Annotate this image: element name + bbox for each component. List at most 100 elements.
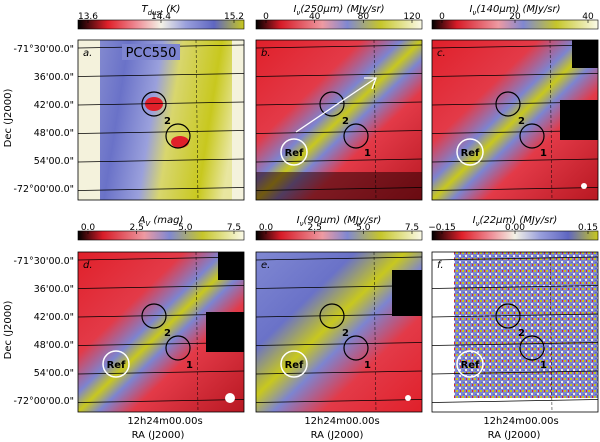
title-units: (140μm) (MJy/sr)	[476, 4, 560, 15]
marker-label-2: 2	[342, 116, 349, 127]
ra-grid-line	[195, 40, 199, 200]
colorbar-tick-label: 0.15	[578, 223, 598, 233]
reference-label: Ref	[107, 360, 126, 371]
dec-tick-label: 42'00.0"	[34, 100, 74, 111]
dec-axis-label-bottom: Dec (J2000)	[3, 301, 14, 360]
colorbar	[255, 230, 423, 241]
ra-tick-label-a: 12h24m00.00s	[127, 416, 202, 427]
source-circle-lower	[519, 335, 545, 361]
dec-grid-line	[78, 399, 244, 403]
source-circle-lower	[519, 123, 545, 149]
colorbar-tick-label: 40	[582, 12, 594, 22]
dec-grid-line	[432, 313, 598, 318]
dec-grid-line	[432, 101, 598, 106]
dec-grid-line	[256, 285, 422, 289]
ra-grid-line	[195, 252, 199, 412]
marker-label-2: 2	[164, 328, 171, 339]
panel-letter: c.	[437, 48, 446, 59]
marker-label-2: 2	[164, 116, 171, 127]
marker-label-2: 2	[518, 116, 525, 127]
source-circle-lower	[165, 123, 191, 149]
colorbar-tick-label: 7.5	[227, 223, 241, 233]
source-circle-upper	[495, 91, 521, 117]
dec-grid-line	[432, 73, 598, 77]
arrow-head	[364, 77, 377, 90]
dec-grid-line	[432, 158, 598, 163]
dec-tick-label: -71°30'00.0"	[14, 44, 75, 55]
colorbar-tick-label: 13.6	[78, 12, 98, 22]
source-circle-lower	[165, 335, 191, 361]
map-frame	[255, 251, 423, 413]
marker-label-1: 1	[186, 360, 193, 371]
dec-tick-label: 36'00.0"	[34, 72, 74, 83]
source-circle-upper	[495, 303, 521, 329]
dec-grid-line	[78, 256, 244, 261]
title-subscript: ν	[296, 9, 300, 17]
cloud-name-label: PCC550	[126, 46, 177, 61]
panel-e: Iν(90μm) (MJy/sr) 0.0 2.5 5.0 7.5 e. 2 1 Ref	[255, 215, 423, 413]
dec-grid-line	[78, 187, 244, 191]
dec-grid-line	[78, 73, 244, 77]
beam-size-icon	[581, 183, 587, 189]
dec-grid-line	[256, 73, 422, 77]
map-frame	[431, 39, 599, 201]
title-units: (250μm) (MJy/sr)	[300, 4, 384, 15]
colorbar-tick-label: 0	[439, 12, 445, 22]
title-subscript: ν	[300, 220, 304, 228]
title-quantity: T	[142, 4, 149, 15]
dec-grid-line	[78, 370, 244, 375]
panel-letter: a.	[83, 48, 92, 59]
dec-grid-line	[78, 158, 244, 163]
colorbar-tick-label: 0.0	[81, 223, 96, 233]
dec-tick-label: -71°30'00.0"	[14, 256, 75, 267]
reference-label: Ref	[461, 148, 480, 159]
beam-size-icon	[225, 393, 235, 403]
reference-circle	[456, 138, 484, 166]
dec-grid-line	[256, 313, 422, 318]
beam-size-icon	[405, 395, 411, 401]
panel-title: Iν(250μm) (MJy/sr)	[293, 4, 384, 17]
map-image	[432, 40, 598, 200]
reference-label: Ref	[461, 360, 480, 371]
dec-grid-line	[256, 342, 422, 346]
colorbar-tick-label: 0	[263, 12, 269, 22]
panel-letter: b.	[261, 48, 271, 59]
title-quantity: I	[469, 4, 472, 15]
panel-title: Iν(90μm) (MJy/sr)	[297, 215, 382, 228]
title-subscript: dust	[148, 9, 164, 17]
colorbar-tick-label: 14.4	[151, 12, 171, 22]
colorbar-tick-label: 40	[309, 12, 321, 22]
dec-grid-line	[432, 130, 598, 134]
colorbar-tick-label: 15.2	[224, 12, 244, 22]
dec-grid-line	[78, 342, 244, 346]
dec-grid-line	[256, 187, 422, 191]
panel-title: Iν(22μm) (MJy/sr)	[473, 215, 558, 228]
marker-label-1: 1	[364, 148, 371, 159]
title-quantity: I	[297, 215, 300, 226]
marker-label-2: 2	[342, 328, 349, 339]
source-circle-lower	[343, 335, 369, 361]
dec-tick-label: 42'00.0"	[34, 312, 74, 323]
ra-grid-line	[549, 40, 553, 200]
colorbar-tick-label: 7.5	[405, 223, 419, 233]
colorbar	[255, 19, 423, 30]
dec-grid-line	[256, 158, 422, 163]
reference-circle	[280, 138, 308, 166]
title-subscript: V	[145, 220, 151, 228]
panel-c: Iν(140μm) (MJy/sr) 0 20 40 c. 2 1 Ref	[431, 4, 599, 201]
map-frame	[77, 251, 245, 413]
dec-grid-line	[78, 285, 244, 289]
map-frame	[77, 39, 245, 201]
dec-grid-line	[78, 313, 244, 318]
panel-d: AV (mag) 0.0 2.5 5.0 7.5 d. 2 1 Ref	[77, 215, 245, 413]
marker-label-2: 2	[518, 328, 525, 339]
reference-circle	[456, 350, 484, 378]
source-circle-upper	[319, 303, 345, 329]
colorbar-tick-label: 20	[509, 12, 521, 22]
title-quantity: I	[473, 215, 476, 226]
ra-grid-line	[549, 252, 553, 412]
dec-grid-line	[256, 399, 422, 403]
source-circle-upper	[141, 91, 167, 117]
source-circle-upper	[319, 91, 345, 117]
